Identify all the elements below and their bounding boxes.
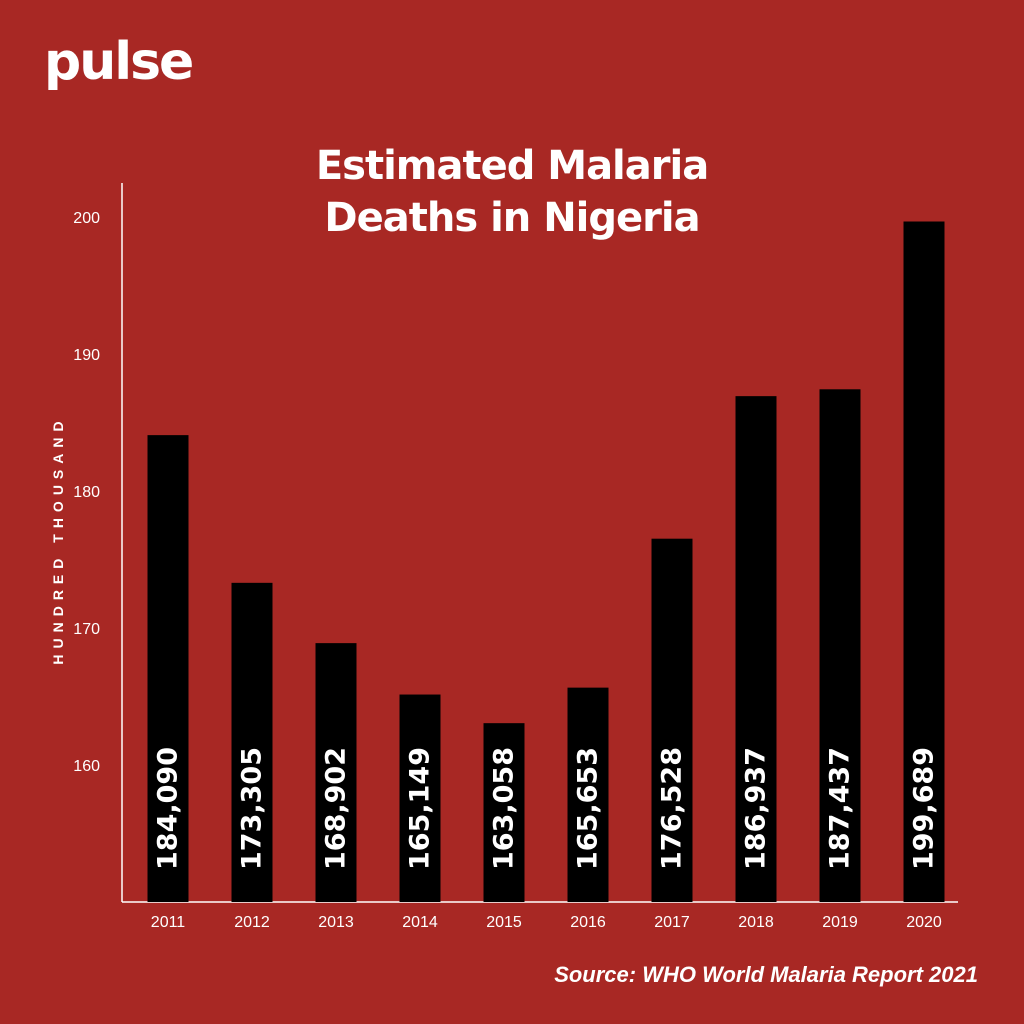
chart-title-line-1: Estimated Malaria [315,143,709,189]
y-tick-label: 200 [73,210,100,227]
x-tick-label: 2013 [318,914,354,931]
data-label: 187,437 [825,747,856,870]
y-tick-label: 160 [73,758,100,775]
y-tick-label: 180 [73,484,100,501]
data-label: 165,149 [405,747,436,870]
data-label: 163,058 [489,747,520,870]
data-label: 168,902 [321,747,352,870]
x-tick-label: 2019 [822,914,858,931]
chart-title: Estimated Malaria Deaths in Nigeria [212,140,812,244]
data-label: 176,528 [657,747,688,870]
chart-title-line-2: Deaths in Nigeria [324,195,700,241]
x-tick-label: 2018 [738,914,774,931]
bar [651,538,693,902]
bar [735,396,777,902]
x-tick-label: 2015 [486,914,522,931]
bar [315,643,357,902]
bar [147,435,189,902]
bar [231,582,273,902]
bar [903,221,945,902]
x-tick-label: 2016 [570,914,606,931]
bar [567,687,609,902]
data-label: 165,653 [573,747,604,870]
x-tick-label: 2020 [906,914,942,931]
x-tick-label: 2017 [654,914,690,931]
x-tick-label: 2014 [402,914,438,931]
data-label: 186,937 [741,747,772,870]
pulse-logo: pulse [44,32,194,92]
x-tick-label: 2012 [234,914,270,931]
data-label: 199,689 [909,747,940,870]
y-tick-label: 190 [73,347,100,364]
bar [819,389,861,902]
data-label: 173,305 [237,747,268,870]
data-label: 184,090 [153,747,184,870]
x-tick-label: 2011 [151,914,186,931]
bar [483,723,525,902]
bar [399,694,441,902]
y-tick-label: 170 [73,621,100,638]
source-note: Source: WHO World Malaria Report 2021 [554,962,978,987]
